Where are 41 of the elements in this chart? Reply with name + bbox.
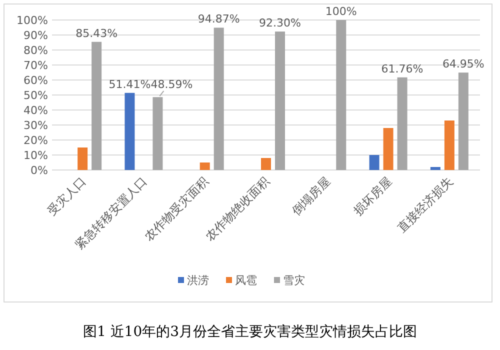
data-label: 85.43%	[76, 26, 118, 40]
legend-label: 雪灾	[283, 274, 305, 287]
y-tick-label: 20%	[24, 134, 48, 147]
y-tick-label: 80%	[24, 44, 48, 57]
bar	[336, 20, 346, 170]
legend-label: 洪涝	[187, 274, 209, 287]
y-tick-label: 90%	[24, 29, 48, 42]
y-tick-label: 10%	[24, 149, 48, 162]
text: 图1 近10年的3月份全省主要灾害类型灾情损失占比图	[82, 324, 418, 340]
data-label: 94.87%	[198, 12, 240, 26]
legend-label: 风雹	[235, 274, 257, 287]
y-tick-label: 100%	[16, 14, 48, 27]
x-tick: 倒塌房屋	[289, 174, 334, 218]
y-tick-label: 50%	[24, 89, 48, 102]
data-label: 51.41%	[108, 78, 151, 91]
x-tick: 直接经济损失	[394, 174, 456, 236]
bar	[430, 167, 440, 170]
bar	[78, 148, 88, 170]
bar	[369, 155, 380, 170]
bar	[214, 28, 224, 170]
bar	[397, 77, 408, 170]
y-tick-label: 40%	[24, 104, 48, 117]
y-tick-label: 70%	[24, 59, 48, 72]
y-tick-label: 30%	[24, 119, 48, 132]
x-tick: 损坏房屋	[350, 174, 394, 218]
data-label: 48.59%	[150, 78, 193, 91]
bar	[261, 158, 271, 170]
bar	[92, 42, 102, 170]
data-label: 100%	[325, 5, 357, 18]
data-label: 92.30%	[259, 16, 301, 30]
data-label: 64.95%	[442, 58, 484, 71]
bar	[444, 120, 454, 170]
x-tick: 受灾人口	[44, 174, 89, 218]
y-tick-label: 60%	[24, 74, 48, 87]
data-label: 61.76%	[381, 62, 424, 76]
bar	[124, 92, 135, 170]
bar	[200, 162, 210, 170]
bar	[383, 128, 394, 170]
bar	[275, 32, 285, 170]
y-tick-label: 0%	[30, 164, 48, 177]
bar	[458, 72, 468, 170]
